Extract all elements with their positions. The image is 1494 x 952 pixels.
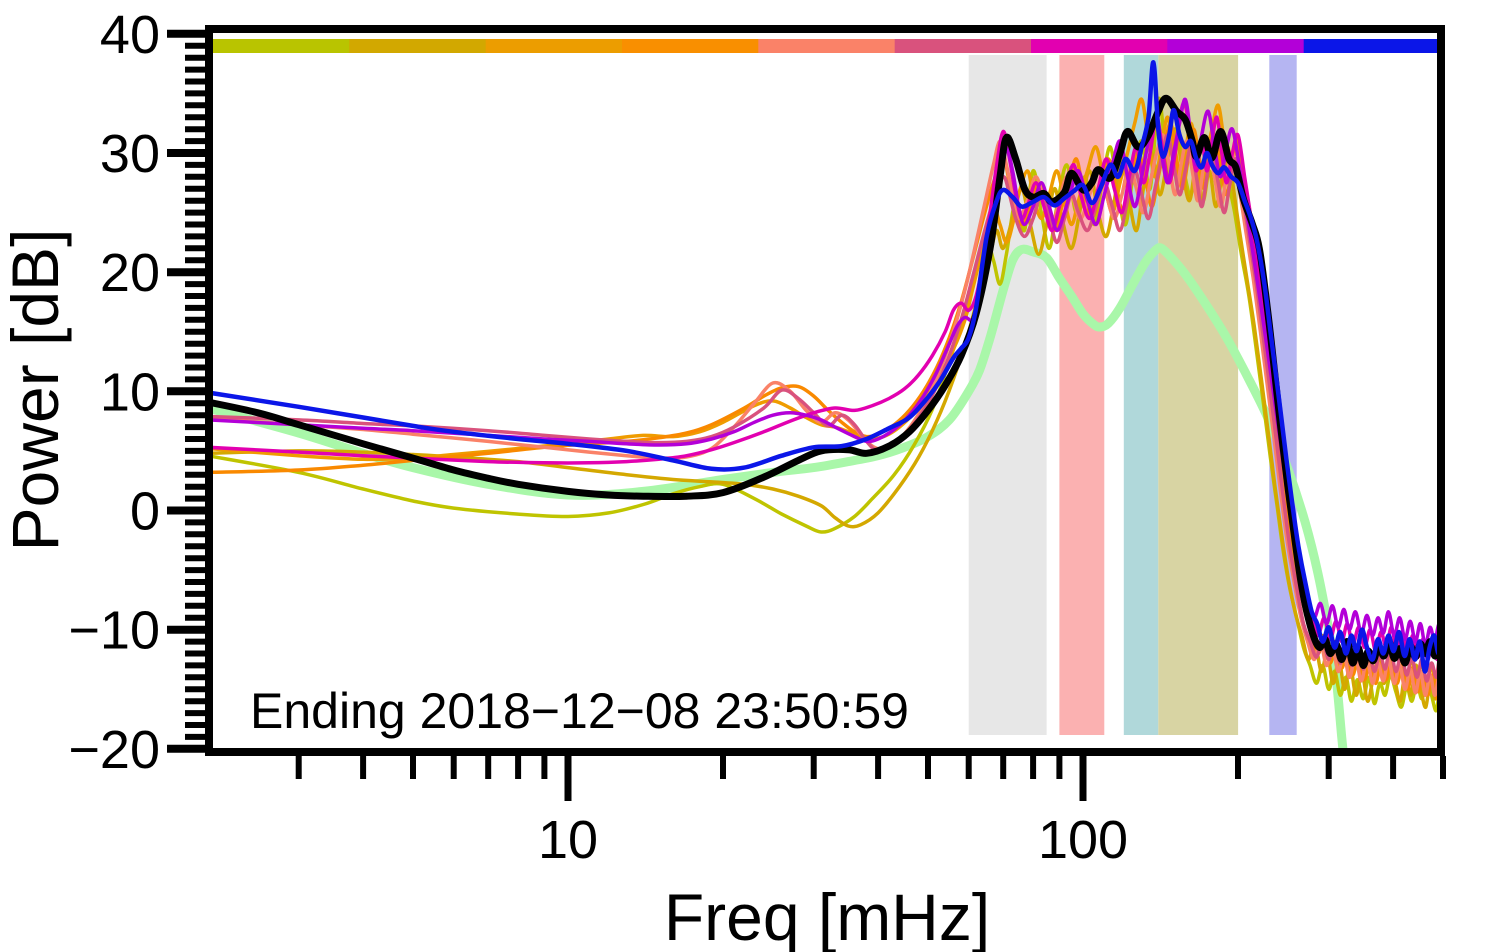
colorbar-segment-1 <box>213 39 350 53</box>
y-tick-label-20: 20 <box>100 243 160 303</box>
x-axis-ticks <box>295 756 1446 801</box>
y-tick-label-30: 30 <box>100 124 160 184</box>
time-segment-colorbar <box>213 39 1441 53</box>
y-tick-label-40: 40 <box>100 5 160 65</box>
x-axis-tick-labels: 10 100 <box>538 810 1128 870</box>
y-tick-label-0: 0 <box>130 482 160 542</box>
colorbar-segment-9 <box>1303 39 1441 53</box>
curve-mean-spectrum <box>213 94 1437 669</box>
y-tick-label--20: −20 <box>68 720 160 780</box>
colorbar-segment-4 <box>622 39 759 53</box>
curve-spectrum-8-purple <box>213 97 1437 647</box>
colorbar-segment-5 <box>758 39 896 53</box>
colorbar-segment-8 <box>1167 39 1305 53</box>
ending-time-annotation: Ending 2018−12−08 23:50:59 <box>250 683 909 739</box>
y-axis-ticks <box>167 29 205 753</box>
curve-spectrum-2-gold <box>213 127 1437 709</box>
colorbar-segment-3 <box>485 39 623 53</box>
spectra-curves <box>213 60 1437 748</box>
curve-spectrum-5-salmon <box>213 133 1437 697</box>
curve-spectrum-9-blue <box>213 60 1437 674</box>
curve-noise-model <box>213 243 1348 748</box>
y-tick-label--10: −10 <box>68 601 160 661</box>
curve-spectrum-7-magenta <box>213 101 1437 662</box>
y-axis-title: Power [dB] <box>0 229 72 552</box>
colorbar-segment-7 <box>1031 39 1168 53</box>
colorbar-segment-2 <box>349 39 487 53</box>
x-tick-label-10: 10 <box>538 810 598 870</box>
y-tick-label-10: 10 <box>100 362 160 422</box>
y-axis-tick-labels: 40 30 20 10 0 −10 −20 <box>68 5 160 780</box>
x-axis-title: Freq [mHz] <box>664 880 990 952</box>
x-tick-label-100: 100 <box>1038 810 1128 870</box>
colorbar-segment-6 <box>894 39 1032 53</box>
plot-frame <box>205 25 1445 756</box>
